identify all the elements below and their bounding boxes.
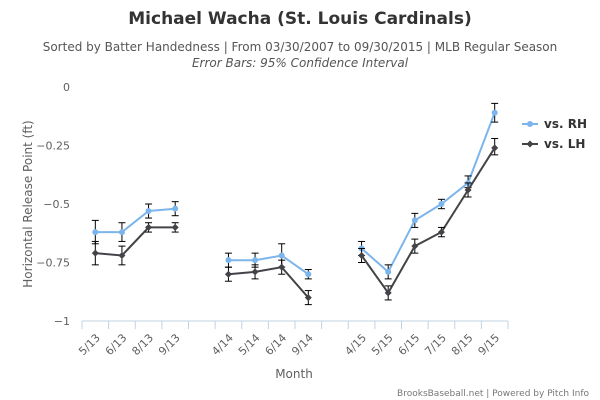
- data-point[interactable]: [384, 289, 392, 297]
- legend-item-vs-rh[interactable]: vs. RH: [522, 117, 587, 131]
- data-point[interactable]: [145, 208, 152, 215]
- series-line: [95, 226, 176, 257]
- x-tick-label: 6/14: [263, 331, 290, 358]
- y-axis: 0 −0.25 −0.5 −0.75 −1: [36, 81, 70, 328]
- data-point[interactable]: [118, 251, 126, 259]
- x-tick-label: 6/13: [103, 331, 130, 358]
- data-point[interactable]: [172, 205, 179, 212]
- data-point[interactable]: [464, 186, 472, 194]
- series-line: [360, 112, 496, 274]
- x-tick-label: 4/14: [209, 331, 236, 358]
- x-tick-label: 5/15: [369, 331, 396, 358]
- x-axis: 5/13 6/13 8/13 9/13 4/14 5/14 6/14 9/14 4/15 5/15…: [76, 320, 509, 358]
- data-point[interactable]: [171, 223, 179, 231]
- x-tick-label: 7/15: [422, 331, 449, 358]
- chart-title: Michael Wacha (St. Louis Cardinals): [128, 9, 471, 29]
- data-point[interactable]: [491, 109, 498, 116]
- y-tick-label: −0.5: [43, 198, 70, 211]
- x-tick-label: 8/15: [449, 331, 476, 358]
- data-point[interactable]: [91, 249, 99, 257]
- data-point[interactable]: [251, 268, 259, 276]
- x-tick-label: 9/14: [289, 331, 316, 358]
- x-tick-label: 5/14: [236, 331, 263, 358]
- series-line: [228, 266, 310, 299]
- series-vs-lh: [91, 137, 499, 306]
- legend: vs. RH vs. LH: [522, 117, 587, 151]
- x-tick-label: 6/15: [396, 331, 423, 358]
- data-point[interactable]: [224, 270, 232, 278]
- data-point[interactable]: [278, 252, 285, 259]
- series-vs-rh: [91, 102, 499, 280]
- data-point[interactable]: [385, 268, 392, 275]
- y-axis-title: Horizontal Release Point (ft): [21, 120, 35, 287]
- x-tick-label: 9/13: [156, 331, 183, 358]
- credit-text[interactable]: BrooksBaseball.net | Powered by Pitch In…: [397, 389, 589, 399]
- x-tick-label: 5/13: [76, 331, 103, 358]
- data-point[interactable]: [225, 257, 232, 264]
- data-point[interactable]: [304, 294, 312, 302]
- series-line: [360, 147, 496, 295]
- x-tick-label: 9/15: [476, 331, 503, 358]
- data-point[interactable]: [92, 229, 99, 236]
- x-tick-label: 4/15: [342, 331, 369, 358]
- data-point[interactable]: [438, 201, 445, 207]
- data-point[interactable]: [305, 271, 312, 278]
- chart-subtitle-error-bars: Error Bars: 95% Confidence Interval: [192, 56, 409, 70]
- series-line: [228, 254, 309, 276]
- legend-item-vs-lh[interactable]: vs. LH: [522, 137, 585, 151]
- series-line: [95, 207, 176, 234]
- data-point[interactable]: [278, 263, 286, 271]
- data-point[interactable]: [145, 223, 153, 231]
- x-axis-title: Month: [275, 367, 313, 381]
- data-point[interactable]: [252, 257, 259, 264]
- y-tick-label: −0.75: [36, 257, 70, 270]
- data-point[interactable]: [411, 217, 418, 224]
- legend-label: vs. RH: [544, 117, 587, 131]
- x-tick-label: 8/13: [129, 331, 156, 358]
- data-point[interactable]: [491, 144, 499, 152]
- y-tick-label: −1: [54, 315, 70, 328]
- data-point[interactable]: [437, 228, 445, 236]
- data-point[interactable]: [411, 242, 419, 250]
- data-point[interactable]: [118, 229, 125, 236]
- legend-label: vs. LH: [544, 137, 585, 151]
- y-tick-label: −0.25: [36, 140, 70, 153]
- series-layer: [91, 102, 499, 306]
- y-tick-label: 0: [63, 81, 70, 94]
- chart-subtitle: Sorted by Batter Handedness | From 03/30…: [43, 40, 558, 54]
- data-point[interactable]: [358, 251, 366, 259]
